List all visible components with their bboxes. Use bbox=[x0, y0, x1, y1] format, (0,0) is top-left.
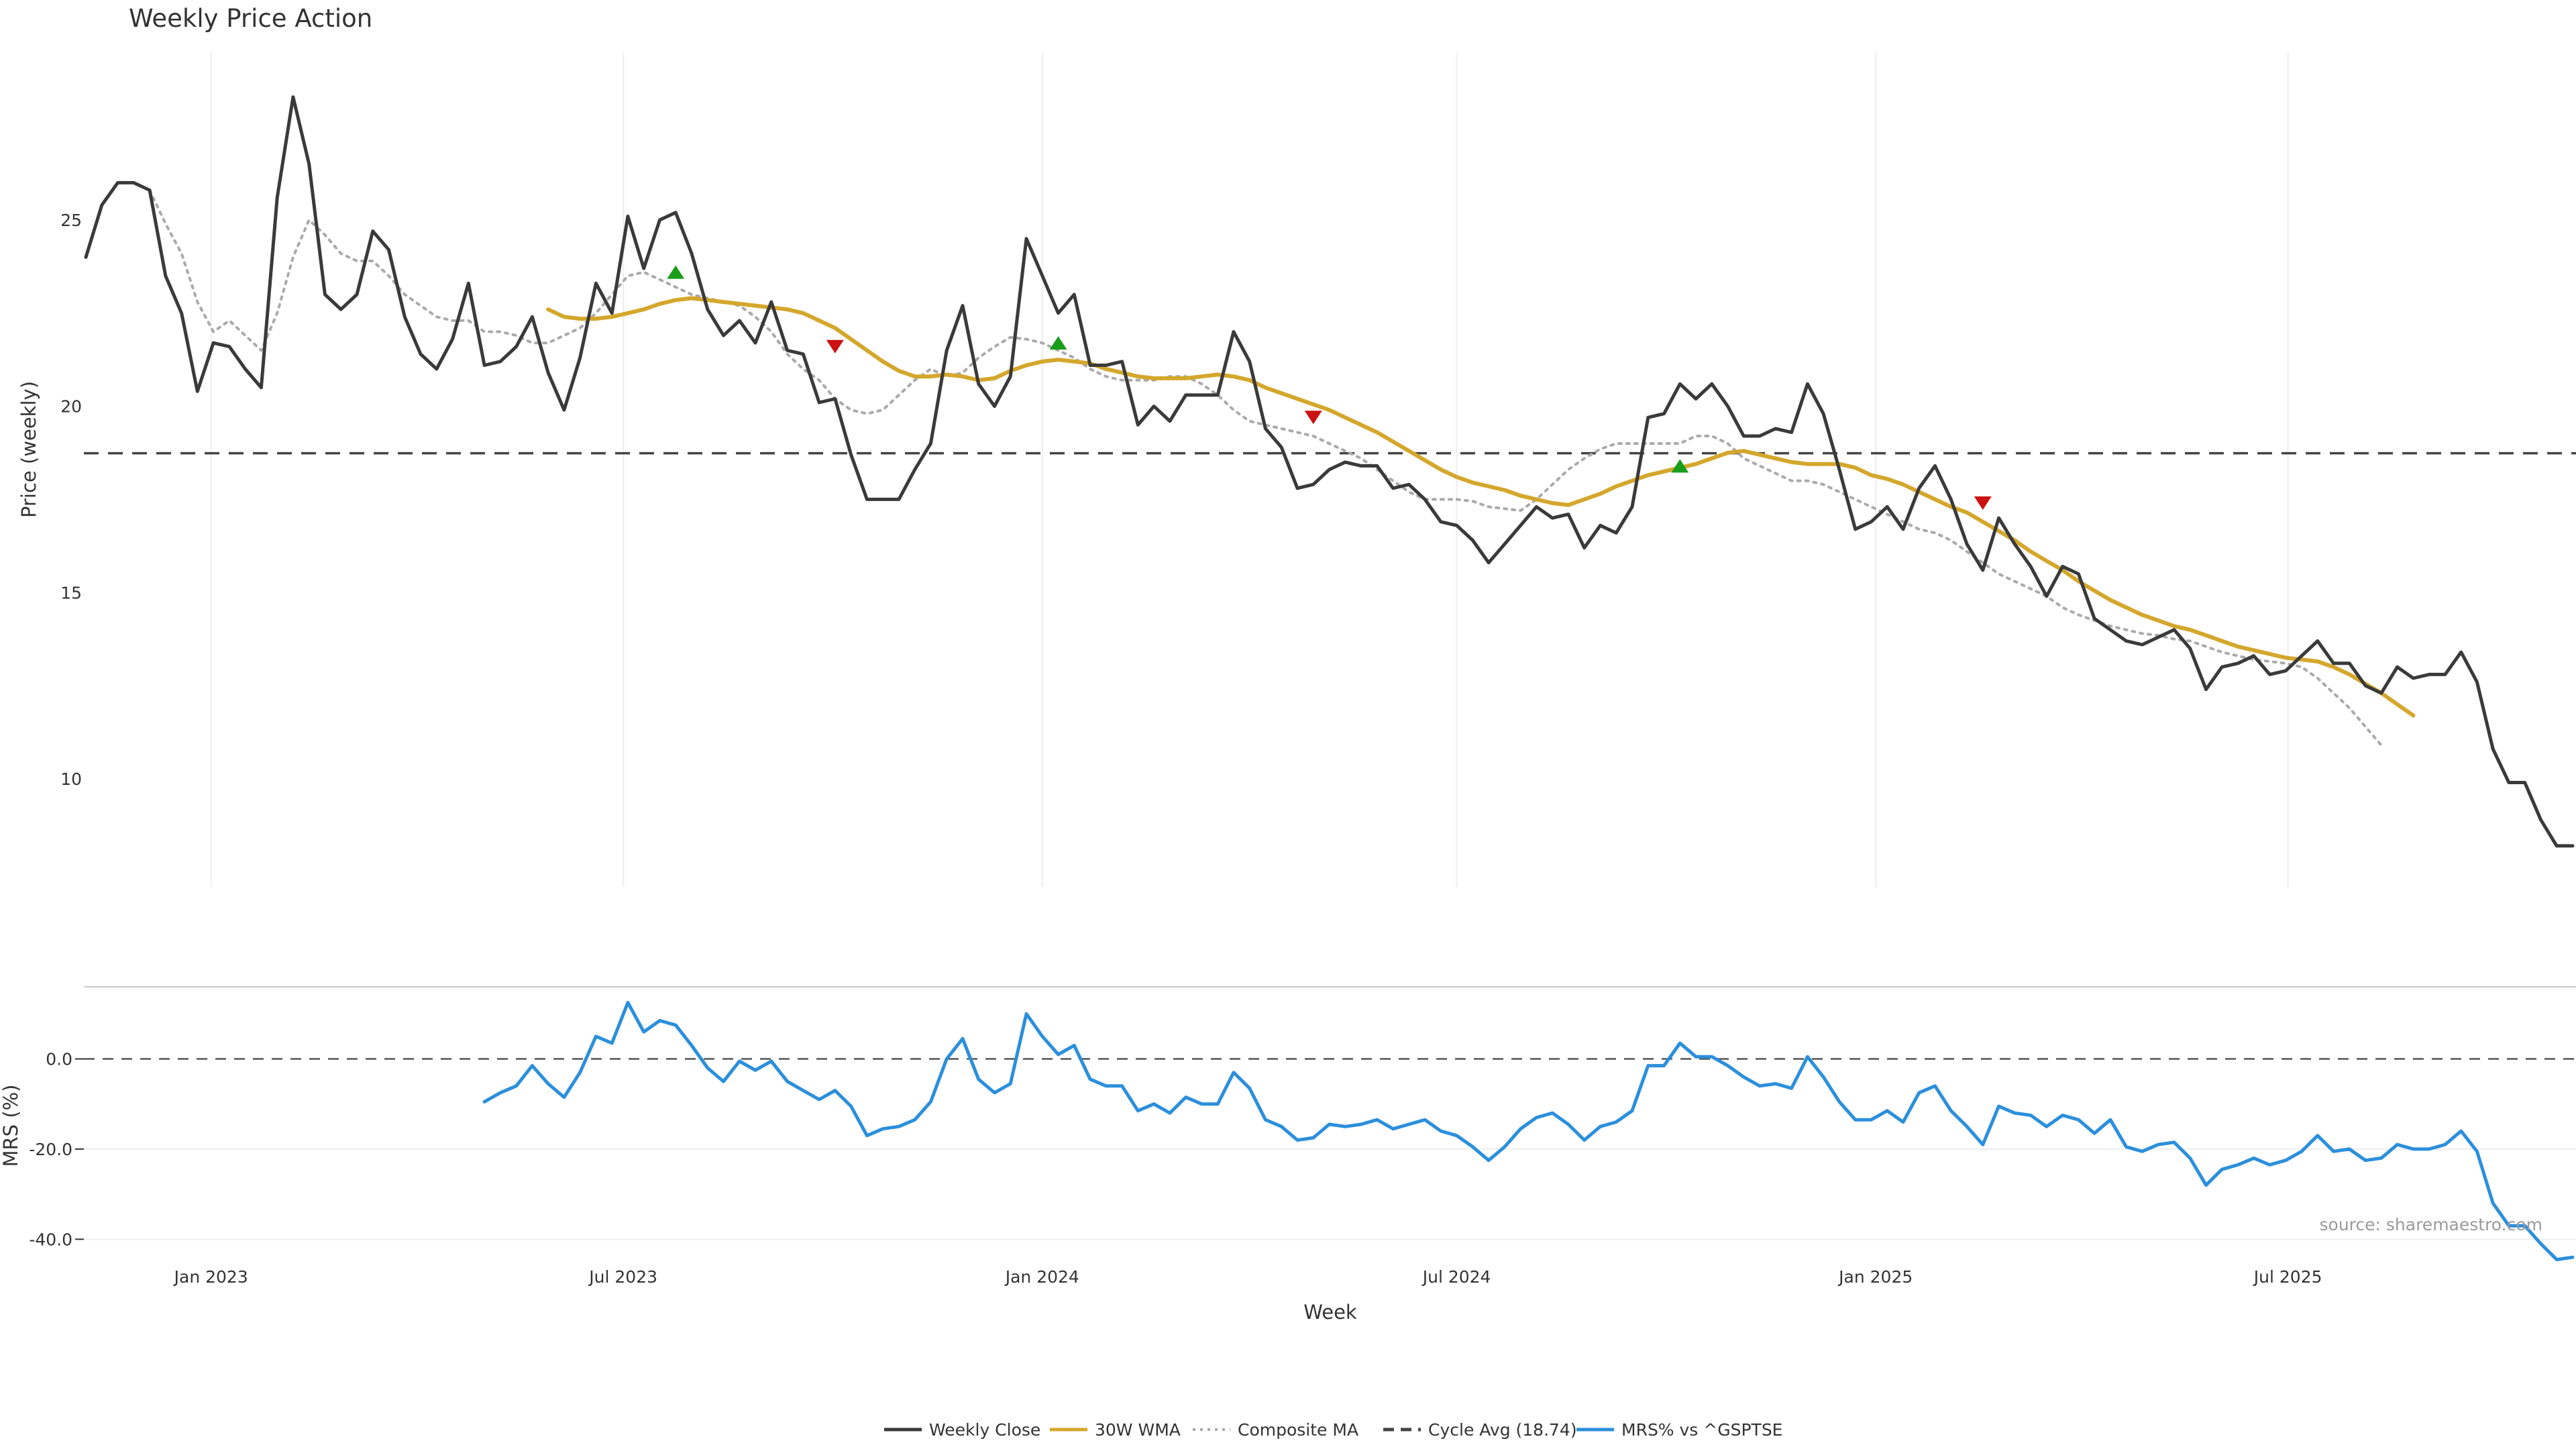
main-gridlines bbox=[210, 52, 2289, 887]
x-tick-label: Jul 2023 bbox=[588, 1267, 657, 1287]
x-tick-labels: Jan 2023 Jul 2023 Jan 2024 Jul 2024 Jan 2025… bbox=[173, 1267, 2322, 1287]
legend-label: Composite MA bbox=[1238, 1420, 1358, 1440]
sell-signal-marker bbox=[826, 339, 844, 354]
signal-markers bbox=[667, 265, 1992, 510]
main-y-tick-labels: 10 15 20 25 bbox=[60, 211, 82, 789]
x-tick-label: Jul 2024 bbox=[1421, 1267, 1491, 1287]
main-y-tick-label: 20 bbox=[60, 397, 82, 417]
chart-title: Weekly Price Action bbox=[129, 4, 372, 33]
mrs-y-axis-title: MRS (%) bbox=[0, 1085, 22, 1167]
main-y-axis-title: Price (weekly) bbox=[17, 381, 40, 518]
buy-signal-marker bbox=[1671, 459, 1689, 473]
legend: Weekly Close 30W WMA Composite MA Cycle Avg… bbox=[884, 1420, 1782, 1440]
legend-item: Weekly Close bbox=[884, 1420, 1040, 1440]
source-credit: source: sharemaestro.com bbox=[2320, 1215, 2543, 1234]
legend-item: Composite MA bbox=[1193, 1420, 1358, 1440]
x-tick-label: Jan 2023 bbox=[173, 1267, 248, 1287]
buy-signal-marker bbox=[1049, 336, 1067, 350]
mrs-y-tick-labels: 0.0 -20.0 -40.0 bbox=[29, 1050, 84, 1249]
main-y-tick-label: 10 bbox=[60, 769, 82, 789]
main-panel: 10 15 20 25 Price (weekly) bbox=[17, 52, 2576, 887]
mrs-y-tick-label: -40.0 bbox=[29, 1230, 72, 1249]
legend-label: Cycle Avg (18.74) bbox=[1428, 1420, 1577, 1440]
sell-signal-marker bbox=[1974, 496, 1992, 510]
mrs-line bbox=[482, 1001, 2575, 1262]
weekly-close-line bbox=[84, 95, 2575, 848]
main-series bbox=[84, 95, 2576, 848]
main-y-tick-label: 15 bbox=[60, 583, 82, 602]
mrs-gridlines bbox=[84, 1058, 2576, 1240]
x-tick-label: Jul 2025 bbox=[2253, 1267, 2322, 1287]
mrs-series bbox=[482, 1001, 2575, 1262]
x-axis-title: Week bbox=[1303, 1301, 1357, 1324]
legend-label: 30W WMA bbox=[1095, 1420, 1181, 1440]
legend-item: MRS% vs ^GSPTSE bbox=[1576, 1420, 1782, 1440]
wma-30w-line bbox=[546, 296, 2416, 718]
mrs-y-tick-label: 0.0 bbox=[46, 1050, 72, 1069]
buy-signal-marker bbox=[667, 265, 685, 279]
legend-label: Weekly Close bbox=[929, 1420, 1040, 1440]
main-y-tick-label: 25 bbox=[60, 211, 82, 230]
sell-signal-marker bbox=[1304, 411, 1322, 425]
mrs-panel: 0.0 -20.0 -40.0 MRS (%) bbox=[0, 1001, 2576, 1262]
legend-label: MRS% vs ^GSPTSE bbox=[1621, 1420, 1782, 1440]
x-tick-label: Jan 2025 bbox=[1837, 1267, 1913, 1287]
legend-item: Cycle Avg (18.74) bbox=[1383, 1420, 1577, 1440]
mrs-y-tick-label: -20.0 bbox=[29, 1140, 72, 1159]
x-tick-label: Jan 2024 bbox=[1004, 1267, 1079, 1287]
legend-item: 30W WMA bbox=[1050, 1420, 1181, 1440]
